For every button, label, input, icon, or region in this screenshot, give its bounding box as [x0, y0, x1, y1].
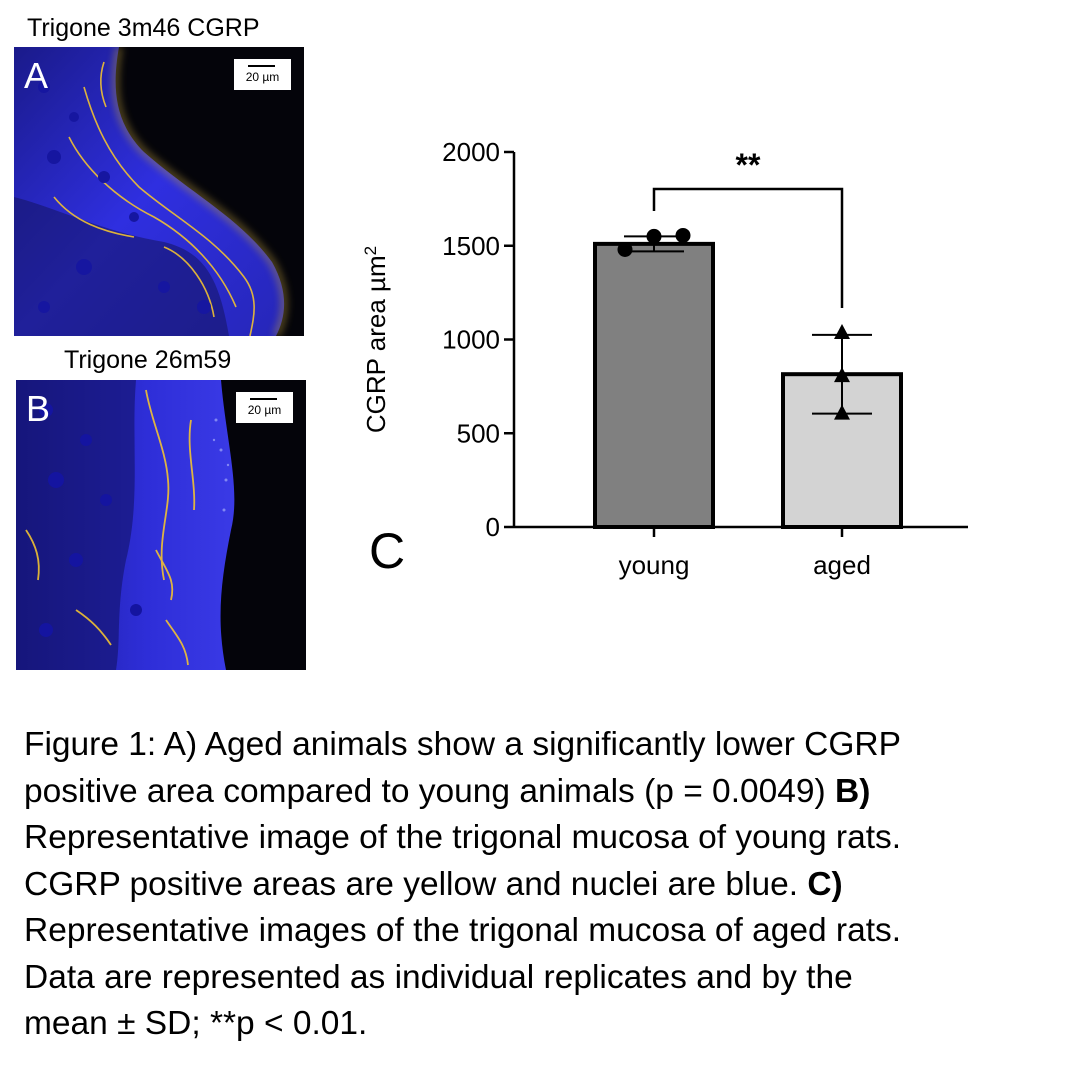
micrograph-aged: B 20 µm — [16, 380, 306, 670]
bar-chart: 0 500 1000 1500 2000 CGRP area µm2 young aged **… — [361, 137, 968, 580]
caption-line-4: CGRP positive areas are yellow and nucle… — [24, 862, 1064, 909]
y-tick-label: 0 — [486, 512, 500, 542]
y-tick-label: 1000 — [442, 325, 500, 355]
x-tick-label-aged: aged — [813, 550, 871, 580]
replicate-point-young — [617, 242, 633, 257]
y-tick-label: 2000 — [442, 137, 500, 167]
y-axis-label-superscript: 2 — [361, 246, 380, 255]
scale-bar-line — [250, 398, 277, 400]
x-tick-label-young: young — [619, 550, 690, 580]
scale-bar-line — [248, 65, 275, 67]
significance-label: ** — [736, 147, 761, 183]
replicate-point-young — [646, 228, 662, 244]
scale-bar-label: 20 µm — [247, 403, 282, 417]
y-tick-label: 1500 — [442, 231, 500, 261]
micrograph-young: A 20 µm — [14, 47, 304, 336]
figure-caption: Figure 1: A) Aged animals show a signifi… — [24, 722, 1064, 1048]
caption-line-1: Figure 1: A) Aged animals show a signifi… — [24, 726, 901, 763]
caption-label-b: B) — [835, 772, 871, 810]
caption-line-2-text: positive area compared to young animals … — [24, 772, 826, 810]
replicate-point-aged — [834, 404, 850, 420]
panel-b-title: Trigone 26m59 — [64, 346, 232, 374]
bar-young — [593, 241, 715, 529]
caption-line-7: mean ± SD; **p < 0.01. — [24, 1005, 368, 1042]
caption-line-3: Representative image of the trigonal muc… — [24, 819, 902, 856]
caption-line-2: positive area compared to young animals … — [24, 769, 1064, 816]
panel-b-letter: B — [26, 388, 51, 429]
scale-bar-label: 20 µm — [245, 70, 280, 84]
panel-a-title: Trigone 3m46 CGRP — [27, 14, 260, 42]
micrograph-aged-image — [16, 380, 306, 670]
y-tick-label: 500 — [457, 418, 500, 448]
caption-label-c: C) — [807, 865, 843, 903]
caption-line-4-text: CGRP positive areas are yellow and nucle… — [24, 865, 799, 903]
replicate-point-young — [675, 227, 691, 243]
significance-bracket — [652, 187, 844, 308]
replicate-point-aged — [834, 367, 850, 383]
caption-line-5: Representative images of the trigonal mu… — [24, 912, 902, 949]
panel-c-letter: C — [369, 523, 405, 579]
scale-bar-b: 20 µm — [236, 392, 293, 423]
micrograph-young-image — [14, 47, 304, 336]
panel-a-letter: A — [24, 55, 49, 96]
scale-bar-a: 20 µm — [234, 59, 291, 90]
replicate-point-aged — [834, 324, 850, 339]
caption-line-6: Data are represented as individual repli… — [24, 958, 853, 996]
y-axis-label: CGRP area µm2 — [361, 246, 392, 433]
